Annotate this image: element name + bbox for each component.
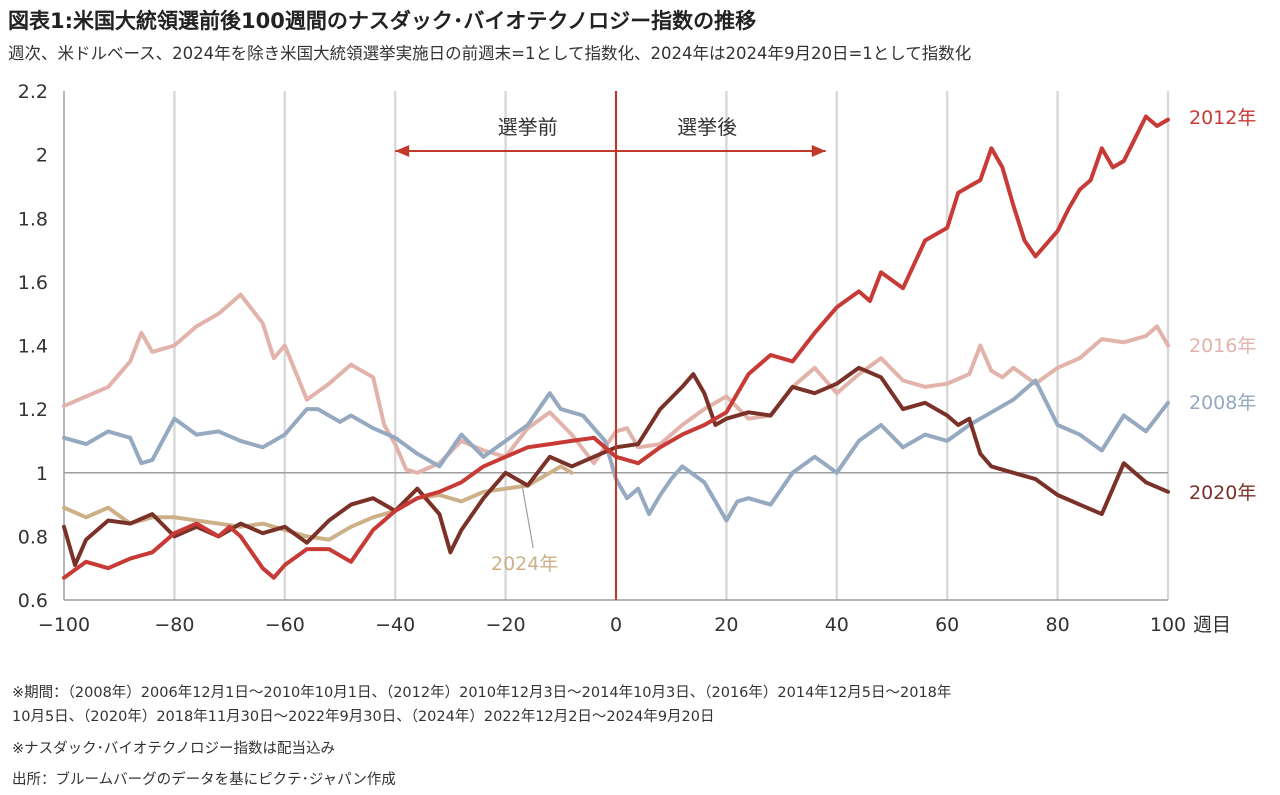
line-chart: 0.6 0.8 1 1.2 1.4 1.6 1.8 2 2.2 −100 −80 −60 −40 −20…: [18, 81, 1257, 636]
arrow-after-head: [811, 145, 826, 157]
x-tick-label: 80: [1046, 614, 1070, 636]
y-tick-label: 1.4: [18, 336, 48, 358]
series-line-2020: [62, 365, 1170, 567]
x-tick-label: 20: [714, 614, 738, 636]
y-tick-label: 0.6: [18, 590, 48, 612]
x-tick-label: 100: [1150, 614, 1186, 636]
y-tick-label: 1.2: [18, 399, 48, 421]
dividend-note: ※ナスダック･バイオテクノロジー指数は配当込み: [12, 741, 336, 757]
x-axis-tick-labels: −100 −80 −60 −40 −20 0 20 40 60 80 100: [38, 614, 1186, 636]
series-label-2016: 2016年: [1189, 335, 1256, 357]
series-line-2024: [62, 464, 574, 542]
x-tick-label: −40: [375, 614, 415, 636]
election-arrows: [395, 145, 826, 157]
arrow-before-head: [395, 145, 410, 157]
label-2024-leader: [521, 485, 534, 549]
x-axis-label: 週目: [1193, 614, 1231, 636]
x-tick-label: −20: [486, 614, 526, 636]
y-tick-label: 0.8: [18, 526, 48, 548]
series-label-2008: 2008年: [1189, 392, 1256, 414]
series-label-2012: 2012年: [1189, 107, 1256, 129]
annotation-before: 選挙前: [498, 115, 558, 139]
x-tick-label: −100: [38, 614, 90, 636]
series-lines: [62, 114, 1170, 580]
x-tick-label: 60: [935, 614, 959, 636]
x-tick-label: −60: [265, 614, 305, 636]
x-tick-label: 0: [610, 614, 622, 636]
y-tick-label: 1: [36, 463, 48, 485]
series-label-2020: 2020年: [1189, 482, 1256, 504]
series-label-2024: 2024年: [491, 553, 558, 575]
chart-subtitle: 週次、米ドルベース、2024年を除き米国大統領選挙実施日の前週末=1として指数化…: [8, 44, 972, 63]
period-note-line1: ※期間：（2008年）2006年12月1日～2010年10月1日、（2012年）…: [12, 685, 952, 701]
y-tick-label: 1.6: [18, 272, 48, 294]
series-line-2012: [62, 114, 1170, 580]
y-tick-label: 1.8: [18, 208, 48, 230]
y-tick-label: 2.2: [18, 81, 48, 103]
source-note: 出所：ブルームバーグのデータを基にピクテ･ジャパン作成: [12, 772, 396, 788]
chart-title: 図表1:米国大統領選前後100週間のナスダック･バイオテクノロジー指数の推移: [8, 9, 757, 33]
series-line-2008: [62, 378, 1170, 523]
x-tick-label: −80: [154, 614, 194, 636]
period-note-line2: 10月5日、（2020年）2018年11月30日～2022年9月30日、（202…: [12, 709, 715, 725]
y-tick-label: 2: [36, 145, 48, 167]
y-axis-tick-labels: 0.6 0.8 1 1.2 1.4 1.6 1.8 2 2.2: [18, 81, 48, 612]
x-tick-label: 40: [825, 614, 849, 636]
annotation-after: 選挙後: [677, 115, 737, 139]
